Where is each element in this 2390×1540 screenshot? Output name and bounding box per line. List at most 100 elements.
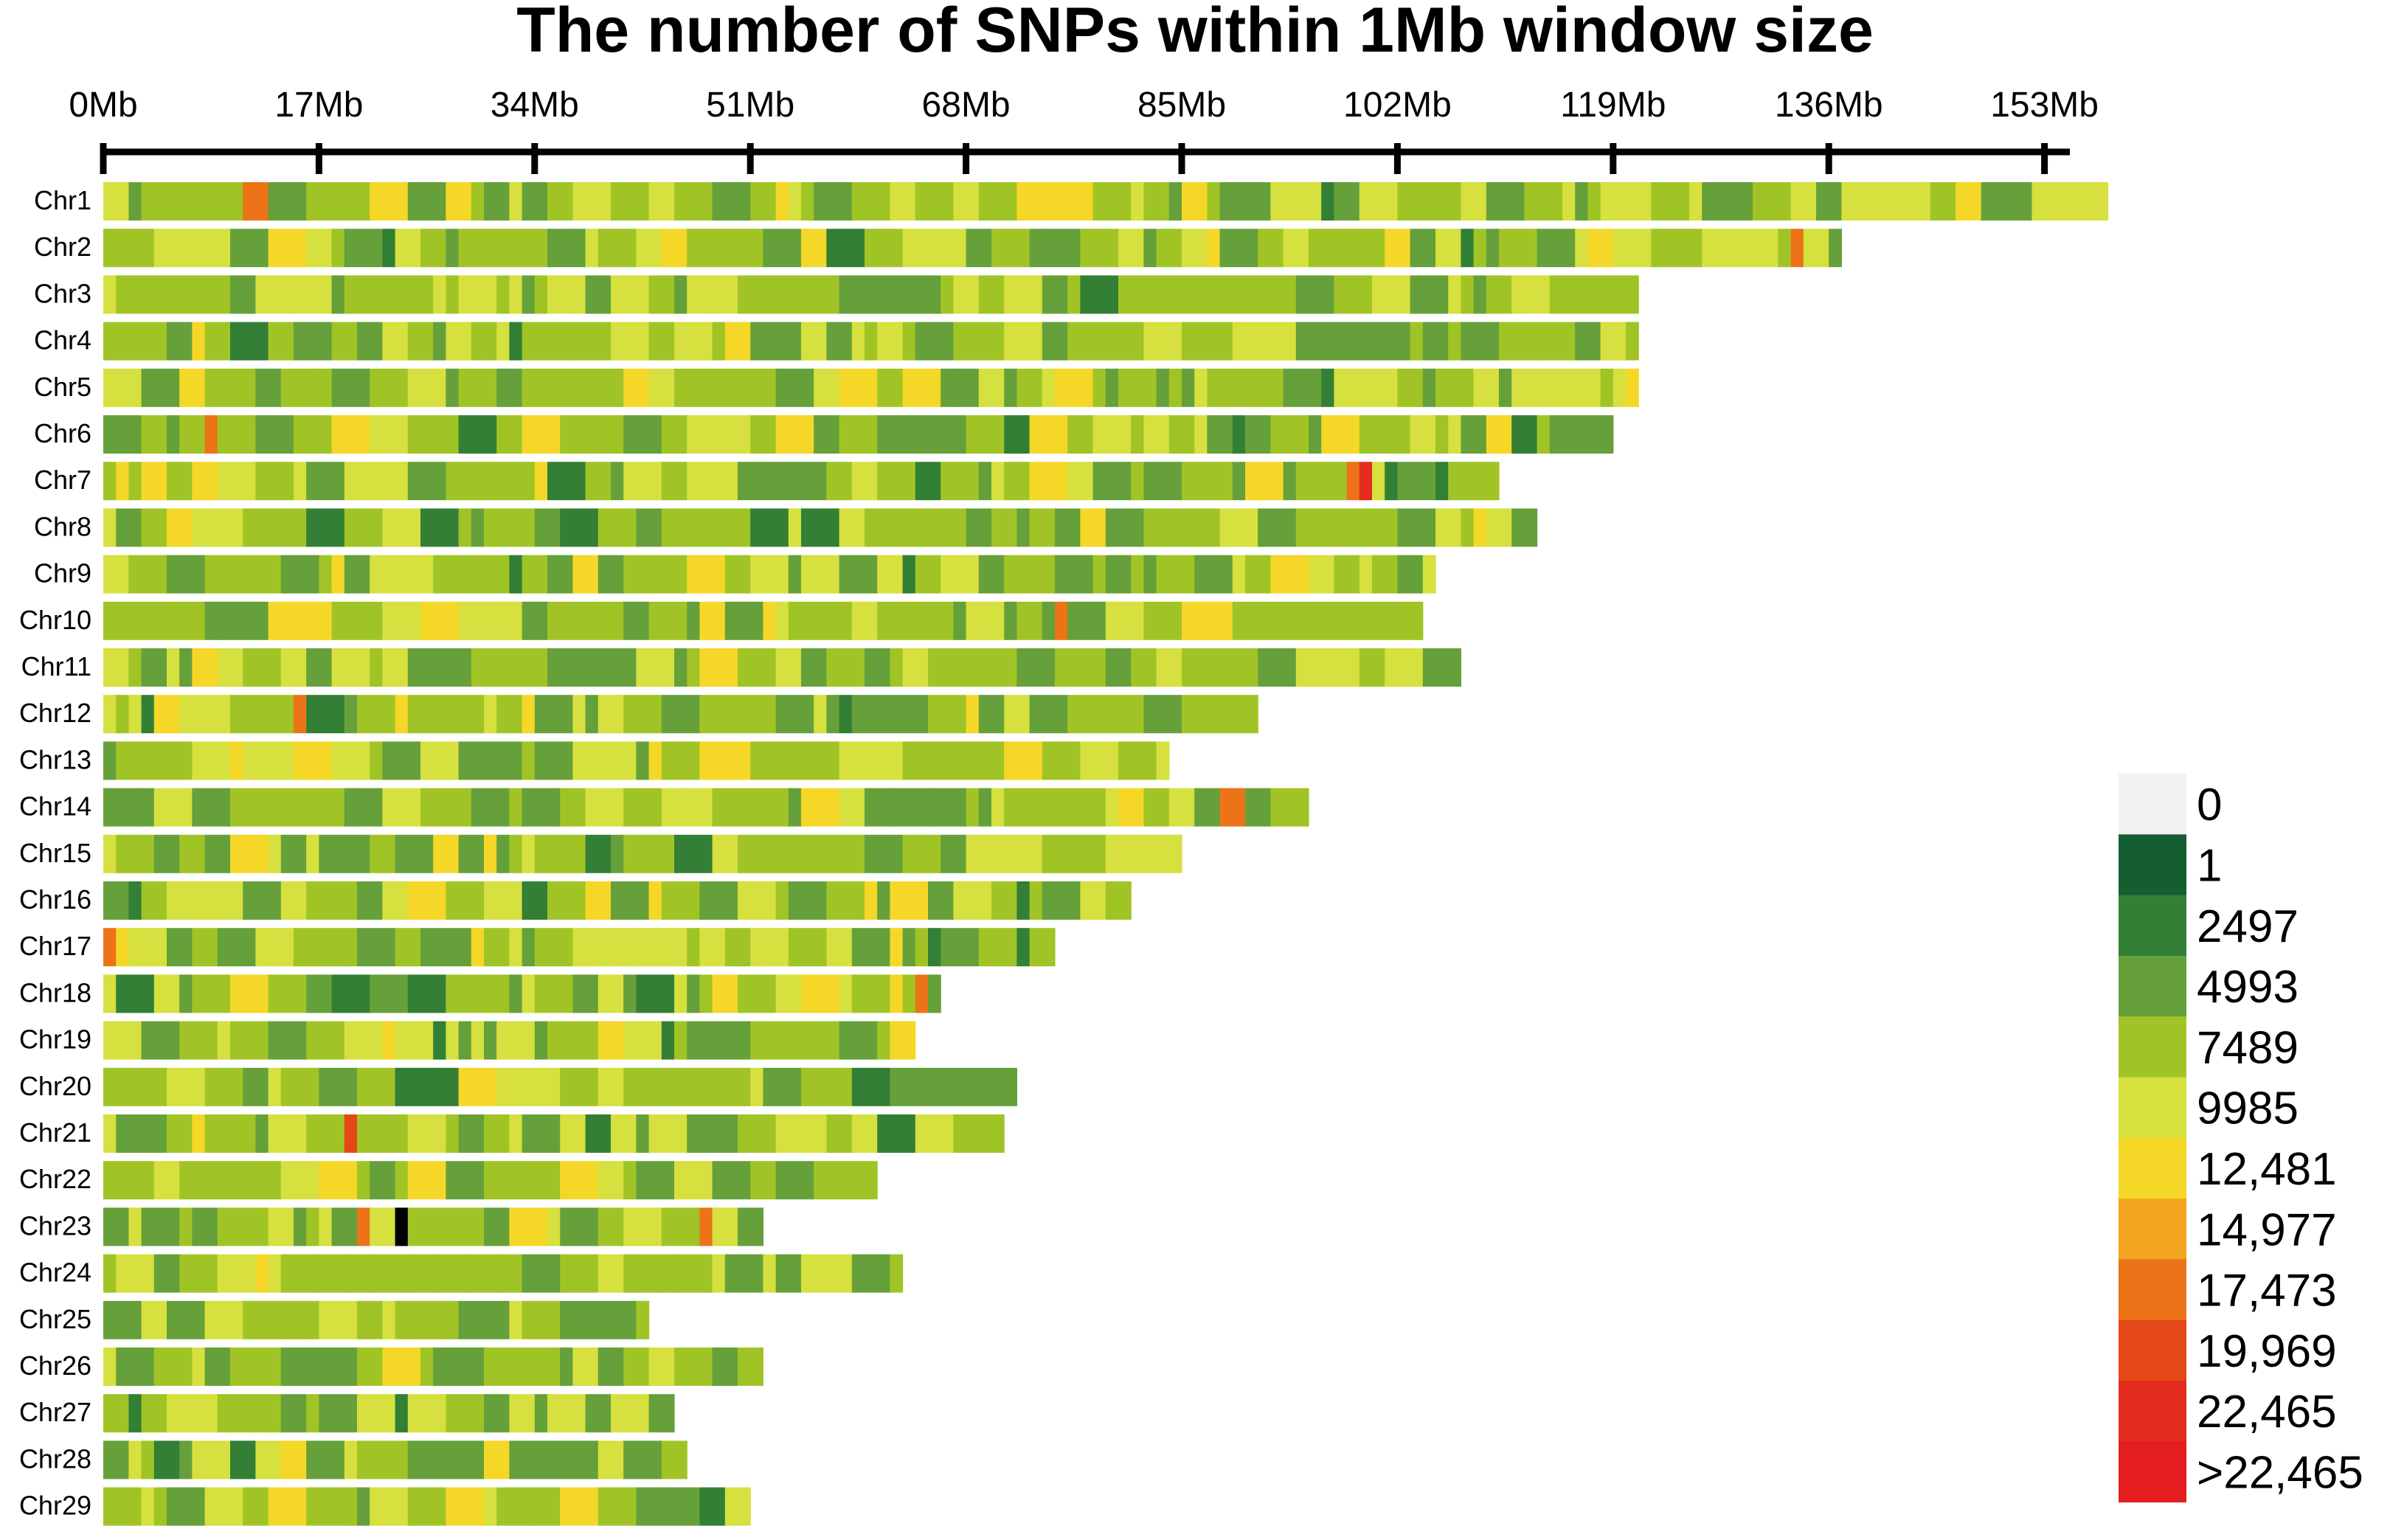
snp-window-cell — [153, 1254, 180, 1293]
snp-window-cell — [268, 1067, 282, 1106]
snp-window-cell — [1600, 275, 1639, 314]
snp-window-cell — [788, 508, 802, 547]
snp-window-cell — [167, 601, 180, 640]
snp-window-cell — [496, 1300, 510, 1339]
snp-window-cell — [865, 1161, 878, 1200]
snp-window-cell — [141, 368, 180, 407]
x-tick-label: 136Mb — [1775, 86, 1883, 125]
snp-window-cell — [1016, 788, 1056, 827]
snp-window-cell — [1334, 508, 1348, 547]
snp-window-cell — [192, 695, 231, 734]
snp-window-cell — [1067, 601, 1094, 640]
chromosome-label: Chr28 — [19, 1443, 91, 1474]
snp-window-cell — [1511, 508, 1538, 547]
snp-window-cell — [1118, 229, 1144, 268]
snp-window-cell — [522, 834, 536, 873]
snp-window-cell — [167, 1348, 180, 1386]
legend-swatch — [2119, 1381, 2186, 1442]
snp-window-cell — [1295, 601, 1334, 640]
snp-window-cell — [1422, 182, 1461, 221]
snp-window-cell — [306, 462, 345, 501]
snp-window-cell — [153, 974, 180, 1013]
snp-window-cell — [1334, 555, 1360, 594]
chromosome-row: Chr17 — [19, 928, 1056, 967]
snp-window-cell — [661, 1067, 687, 1106]
snp-window-cell — [1232, 415, 1246, 454]
snp-window-cell — [128, 182, 142, 221]
snp-window-cell — [522, 275, 536, 314]
snp-window-cell — [522, 974, 536, 1013]
snp-window-cell — [280, 1067, 319, 1106]
snp-window-cell — [1537, 368, 1563, 407]
snp-window-cell — [902, 508, 929, 547]
snp-window-cell — [687, 601, 700, 640]
snp-window-cell — [243, 1067, 269, 1106]
snp-window-cell — [116, 695, 129, 734]
snp-window-cell — [966, 601, 1005, 640]
snp-window-cell — [890, 695, 929, 734]
snp-window-cell — [153, 1487, 167, 1526]
snp-window-cell — [611, 1114, 637, 1153]
snp-window-cell — [458, 1021, 472, 1060]
snp-window-cell — [598, 555, 624, 594]
snp-window-cell — [724, 1254, 763, 1293]
snp-window-cell — [1182, 322, 1208, 361]
snp-window-cell — [1016, 881, 1031, 920]
snp-window-cell — [344, 1021, 370, 1060]
snp-window-cell — [991, 881, 1017, 920]
snp-window-cell — [1537, 322, 1576, 361]
chromosome-row: Chr21 — [19, 1114, 1005, 1153]
snp-window-cell — [1042, 275, 1068, 314]
snp-window-cell — [331, 741, 370, 780]
snp-window-cell — [179, 368, 206, 407]
snp-window-cell — [687, 974, 700, 1013]
snp-window-cell — [978, 788, 992, 827]
snp-window-cell — [255, 275, 294, 314]
snp-window-cell — [407, 415, 446, 454]
snp-window-cell — [1461, 322, 1500, 361]
snp-window-cell — [1245, 462, 1284, 501]
snp-window-cell — [738, 695, 777, 734]
snp-window-cell — [865, 508, 904, 547]
chromosome-row: Chr24 — [19, 1254, 904, 1293]
snp-window-cell — [255, 1440, 282, 1480]
snp-window-cell — [192, 322, 206, 361]
snp-window-cell — [1283, 462, 1297, 501]
snp-window-cell — [1321, 415, 1360, 454]
snp-window-cell — [699, 881, 738, 920]
snp-window-cell — [103, 974, 117, 1013]
snp-window-cell — [1042, 741, 1081, 780]
snp-window-cell — [763, 322, 802, 361]
snp-window-cell — [280, 1348, 319, 1386]
snp-window-cell — [446, 1300, 460, 1339]
snp-window-cell — [865, 415, 878, 454]
snp-window-cell — [585, 834, 612, 873]
snp-window-cell — [204, 182, 218, 221]
snp-window-cell — [1258, 275, 1297, 314]
snp-window-cell — [1143, 182, 1170, 221]
snp-window-cell — [585, 229, 599, 268]
snp-window-cell — [1346, 508, 1385, 547]
snp-window-cell — [978, 508, 992, 547]
snp-window-cell — [1321, 182, 1334, 221]
snp-window-cell — [370, 415, 409, 454]
snp-window-cell — [1042, 601, 1056, 640]
chromosome-row: Chr3 — [34, 275, 1639, 314]
snp-window-cell — [941, 928, 980, 967]
snp-window-cell — [382, 275, 409, 314]
snp-window-cell — [1410, 415, 1436, 454]
snp-window-cell — [1055, 368, 1094, 407]
snp-window-cell — [509, 368, 523, 407]
snp-window-cell — [1397, 368, 1411, 407]
chromosome-row: Chr9 — [34, 555, 1436, 594]
snp-window-cell — [1309, 415, 1322, 454]
snp-window-cell — [1055, 648, 1094, 687]
snp-window-cell — [674, 928, 687, 967]
snp-window-cell — [509, 322, 523, 361]
snp-window-cell — [128, 928, 167, 967]
snp-window-cell — [560, 1207, 599, 1246]
snp-window-cell — [509, 1114, 523, 1153]
snp-window-cell — [319, 1114, 345, 1153]
snp-window-cell — [1105, 368, 1119, 407]
snp-window-cell — [1080, 881, 1106, 920]
